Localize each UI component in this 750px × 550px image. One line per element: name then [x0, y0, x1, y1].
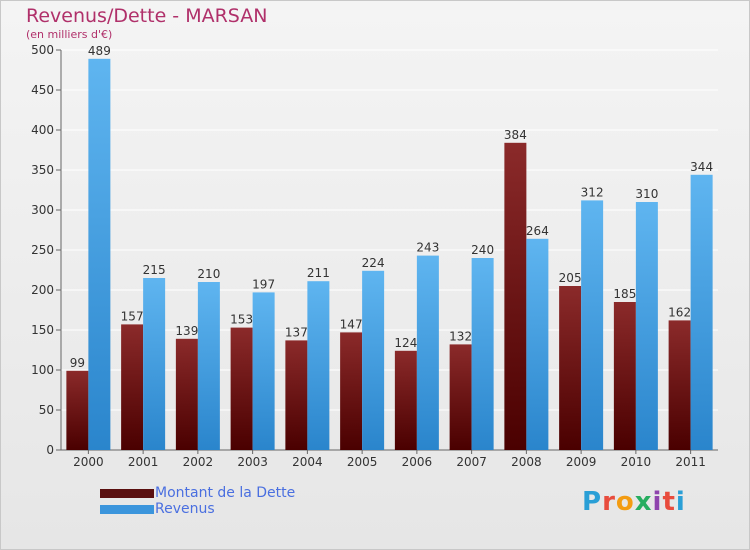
logo-letter: x [634, 487, 653, 517]
data-label-revenus: 489 [88, 44, 111, 58]
data-label-revenus: 312 [581, 185, 604, 199]
bar-dette [559, 286, 582, 450]
data-label-dette: 139 [175, 324, 198, 338]
data-label-dette: 137 [285, 325, 308, 339]
y-tick-label: 300 [31, 203, 54, 217]
bar-dette [121, 324, 144, 450]
data-label-revenus: 240 [471, 243, 494, 257]
x-tick-label: 2001 [128, 455, 159, 469]
data-label-dette: 185 [613, 287, 636, 301]
bar-revenus [635, 202, 658, 450]
data-label-revenus: 243 [416, 241, 439, 255]
bar-revenus [690, 174, 713, 451]
data-label-revenus: 215 [143, 263, 166, 277]
bar-revenus [471, 258, 494, 450]
x-tick-label: 2008 [511, 455, 542, 469]
x-tick-label: 2011 [675, 455, 706, 469]
legend-label-dette: Montant de la Dette [155, 485, 296, 501]
bar-revenus [252, 292, 275, 450]
chart-subtitle: (en milliers d'€) [26, 28, 113, 41]
logo-letter: o [615, 487, 635, 517]
bar-revenus [416, 255, 439, 450]
y-tick-label: 500 [31, 43, 54, 57]
logo-letter: i [652, 487, 663, 517]
legend-label-revenus: Revenus [155, 501, 215, 517]
x-tick-label: 2006 [402, 455, 433, 469]
logo-letter: i [675, 487, 686, 517]
y-tick-label: 0 [46, 443, 54, 457]
chart-title: Revenus/Dette - MARSAN [26, 5, 268, 27]
x-tick-label: 2007 [456, 455, 487, 469]
proxiti-logo: Proxiti [582, 487, 686, 517]
data-label-dette: 147 [340, 317, 363, 331]
y-tick-label: 200 [31, 283, 54, 297]
data-label-dette: 153 [230, 313, 253, 327]
logo-letter: r [602, 487, 616, 517]
data-label-dette: 132 [449, 329, 472, 343]
data-label-revenus: 211 [307, 266, 330, 280]
legend-swatch-revenus [100, 505, 154, 514]
x-tick-label: 2003 [237, 455, 268, 469]
y-tick-label: 150 [31, 323, 54, 337]
data-label-revenus: 210 [197, 267, 220, 281]
bar-revenus [197, 282, 220, 450]
logo-letter: t [662, 487, 676, 517]
bar-dette [504, 142, 527, 451]
data-label-dette: 205 [559, 271, 582, 285]
bar-dette [613, 302, 636, 450]
bar-revenus [143, 278, 166, 450]
bar-revenus [581, 200, 604, 450]
y-tick-label: 50 [39, 403, 54, 417]
bar-dette [394, 350, 417, 450]
data-label-revenus: 264 [526, 224, 549, 238]
y-tick-label: 400 [31, 123, 54, 137]
x-tick-label: 2004 [292, 455, 323, 469]
x-tick-label: 2009 [566, 455, 597, 469]
data-label-dette: 99 [70, 356, 85, 370]
bar-dette [668, 320, 691, 450]
bar-dette [230, 327, 253, 450]
data-label-dette: 162 [668, 305, 691, 319]
bar-revenus [307, 281, 330, 450]
data-label-dette: 124 [394, 336, 417, 350]
data-label-dette: 384 [504, 128, 527, 142]
bar-revenus [88, 58, 111, 451]
y-tick-label: 100 [31, 363, 54, 377]
legend-swatch-dette [100, 489, 154, 498]
bar-revenus [526, 238, 549, 450]
x-tick-label: 2002 [183, 455, 214, 469]
y-tick-label: 450 [31, 83, 54, 97]
bar-revenus [362, 270, 385, 450]
bar-dette [175, 338, 198, 450]
x-tick-label: 2010 [621, 455, 652, 469]
data-label-revenus: 310 [635, 187, 658, 201]
logo-letter: P [582, 487, 603, 517]
data-label-revenus: 344 [690, 160, 713, 174]
y-tick-label: 350 [31, 163, 54, 177]
x-tick-label: 2000 [73, 455, 104, 469]
bar-dette [449, 344, 472, 450]
data-label-dette: 157 [121, 309, 144, 323]
bar-dette [340, 332, 363, 450]
data-label-revenus: 197 [252, 277, 275, 291]
bar-dette [66, 370, 89, 450]
y-tick-label: 250 [31, 243, 54, 257]
data-label-revenus: 224 [362, 256, 385, 270]
bar-dette [285, 340, 308, 450]
x-tick-label: 2005 [347, 455, 378, 469]
